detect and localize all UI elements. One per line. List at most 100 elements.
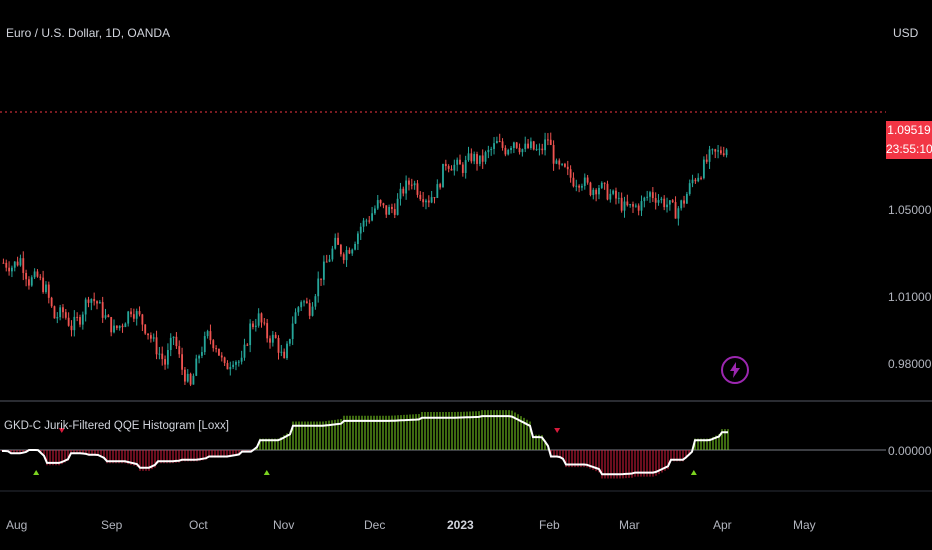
candle-body <box>328 259 331 262</box>
candle-body <box>237 361 240 363</box>
candle-body <box>19 258 22 266</box>
candle-body <box>144 324 147 334</box>
candle-body <box>195 358 198 376</box>
candle-body <box>538 148 541 150</box>
candle-body <box>427 200 430 203</box>
candle-body <box>16 261 19 266</box>
indicator-zero-label: 0.00000 <box>888 444 932 458</box>
candle-body <box>547 139 549 141</box>
candle-body <box>374 208 376 214</box>
candle-body <box>288 339 291 344</box>
candle-body <box>391 206 393 210</box>
currency-label[interactable]: USD <box>893 26 919 40</box>
candle-body <box>135 311 138 319</box>
time-label: Mar <box>619 518 640 532</box>
candle-body <box>243 344 246 358</box>
candle-body <box>101 302 104 318</box>
candle-body <box>685 193 688 204</box>
candle-body <box>132 314 135 319</box>
candle-body <box>535 149 538 151</box>
candle-body <box>495 141 498 144</box>
candle-body <box>541 148 544 151</box>
candle-body <box>564 163 566 167</box>
candle-body <box>620 197 623 211</box>
candle-body <box>115 325 118 329</box>
candle-body <box>606 183 609 200</box>
candle-body <box>512 142 515 149</box>
candle-body <box>47 284 50 298</box>
candle-body <box>408 180 410 185</box>
candle-body <box>260 313 263 323</box>
candle-body <box>504 147 507 155</box>
candle-body <box>470 153 473 162</box>
time-label: Aug <box>6 518 28 532</box>
candle-body <box>235 362 237 365</box>
candle-body <box>422 199 425 203</box>
candle-body <box>643 197 646 202</box>
time-label: Oct <box>189 518 208 532</box>
candle-body <box>124 323 127 328</box>
candle-body <box>365 220 368 222</box>
candle-body <box>362 220 365 227</box>
symbol-title[interactable]: Euro / U.S. Dollar, 1D, OANDA <box>6 26 171 40</box>
candle-body <box>705 159 708 162</box>
candle-body <box>640 201 643 211</box>
candle-body <box>218 348 220 356</box>
candle-body <box>59 307 62 318</box>
candle-body <box>138 311 141 315</box>
candle-body <box>5 262 8 268</box>
candle-body <box>447 166 450 169</box>
candle-body <box>615 190 617 199</box>
last-price-tag: 1.09519 <box>886 121 932 140</box>
candle-body <box>719 150 722 154</box>
candle-body <box>609 193 612 200</box>
candle-body <box>529 141 532 149</box>
buy-signal-marker <box>263 470 270 475</box>
candle-body <box>331 248 334 260</box>
candle-body <box>263 322 266 324</box>
candle-body <box>70 325 73 331</box>
candle-body <box>507 149 510 155</box>
candle-body <box>490 148 493 150</box>
candle-body <box>33 271 36 278</box>
candle-body <box>107 315 110 318</box>
candle-body <box>476 154 478 164</box>
candle-body <box>436 184 439 198</box>
candle-body <box>595 189 598 195</box>
candle-body <box>603 182 606 184</box>
time-label: Dec <box>364 518 386 532</box>
candle-body <box>385 205 388 215</box>
candle-body <box>660 198 663 201</box>
candle-body <box>478 155 481 164</box>
candle-body <box>558 160 561 165</box>
candle-body <box>433 197 436 199</box>
candle-body <box>600 182 603 188</box>
candle-body <box>439 184 442 188</box>
candle-body <box>87 299 90 303</box>
candle-body <box>104 315 107 318</box>
candle-body <box>73 316 76 331</box>
candle-body <box>274 334 277 338</box>
candle-body <box>555 160 558 164</box>
candle-body <box>674 202 677 219</box>
candle-body <box>527 143 529 149</box>
indicator-title[interactable]: GKD-C Jurik-Filtered QQE Histogram [Loxx… <box>4 420 229 432</box>
candle-body <box>382 203 385 206</box>
candle-body <box>481 155 484 162</box>
time-label: Sep <box>101 518 123 532</box>
candle-body <box>493 143 495 149</box>
candle-body <box>36 271 39 277</box>
candle-body <box>637 205 640 211</box>
candle-body <box>668 200 671 205</box>
candle-body <box>393 209 396 215</box>
candle-body <box>430 197 433 203</box>
candle-body <box>212 340 215 349</box>
candle-body <box>549 139 552 146</box>
candle-body <box>223 357 226 364</box>
candle-body <box>444 163 447 167</box>
candle-body <box>677 208 680 219</box>
lightning-bolt-icon[interactable] <box>721 356 749 384</box>
candle-body <box>569 169 572 178</box>
candle-body <box>442 163 444 188</box>
